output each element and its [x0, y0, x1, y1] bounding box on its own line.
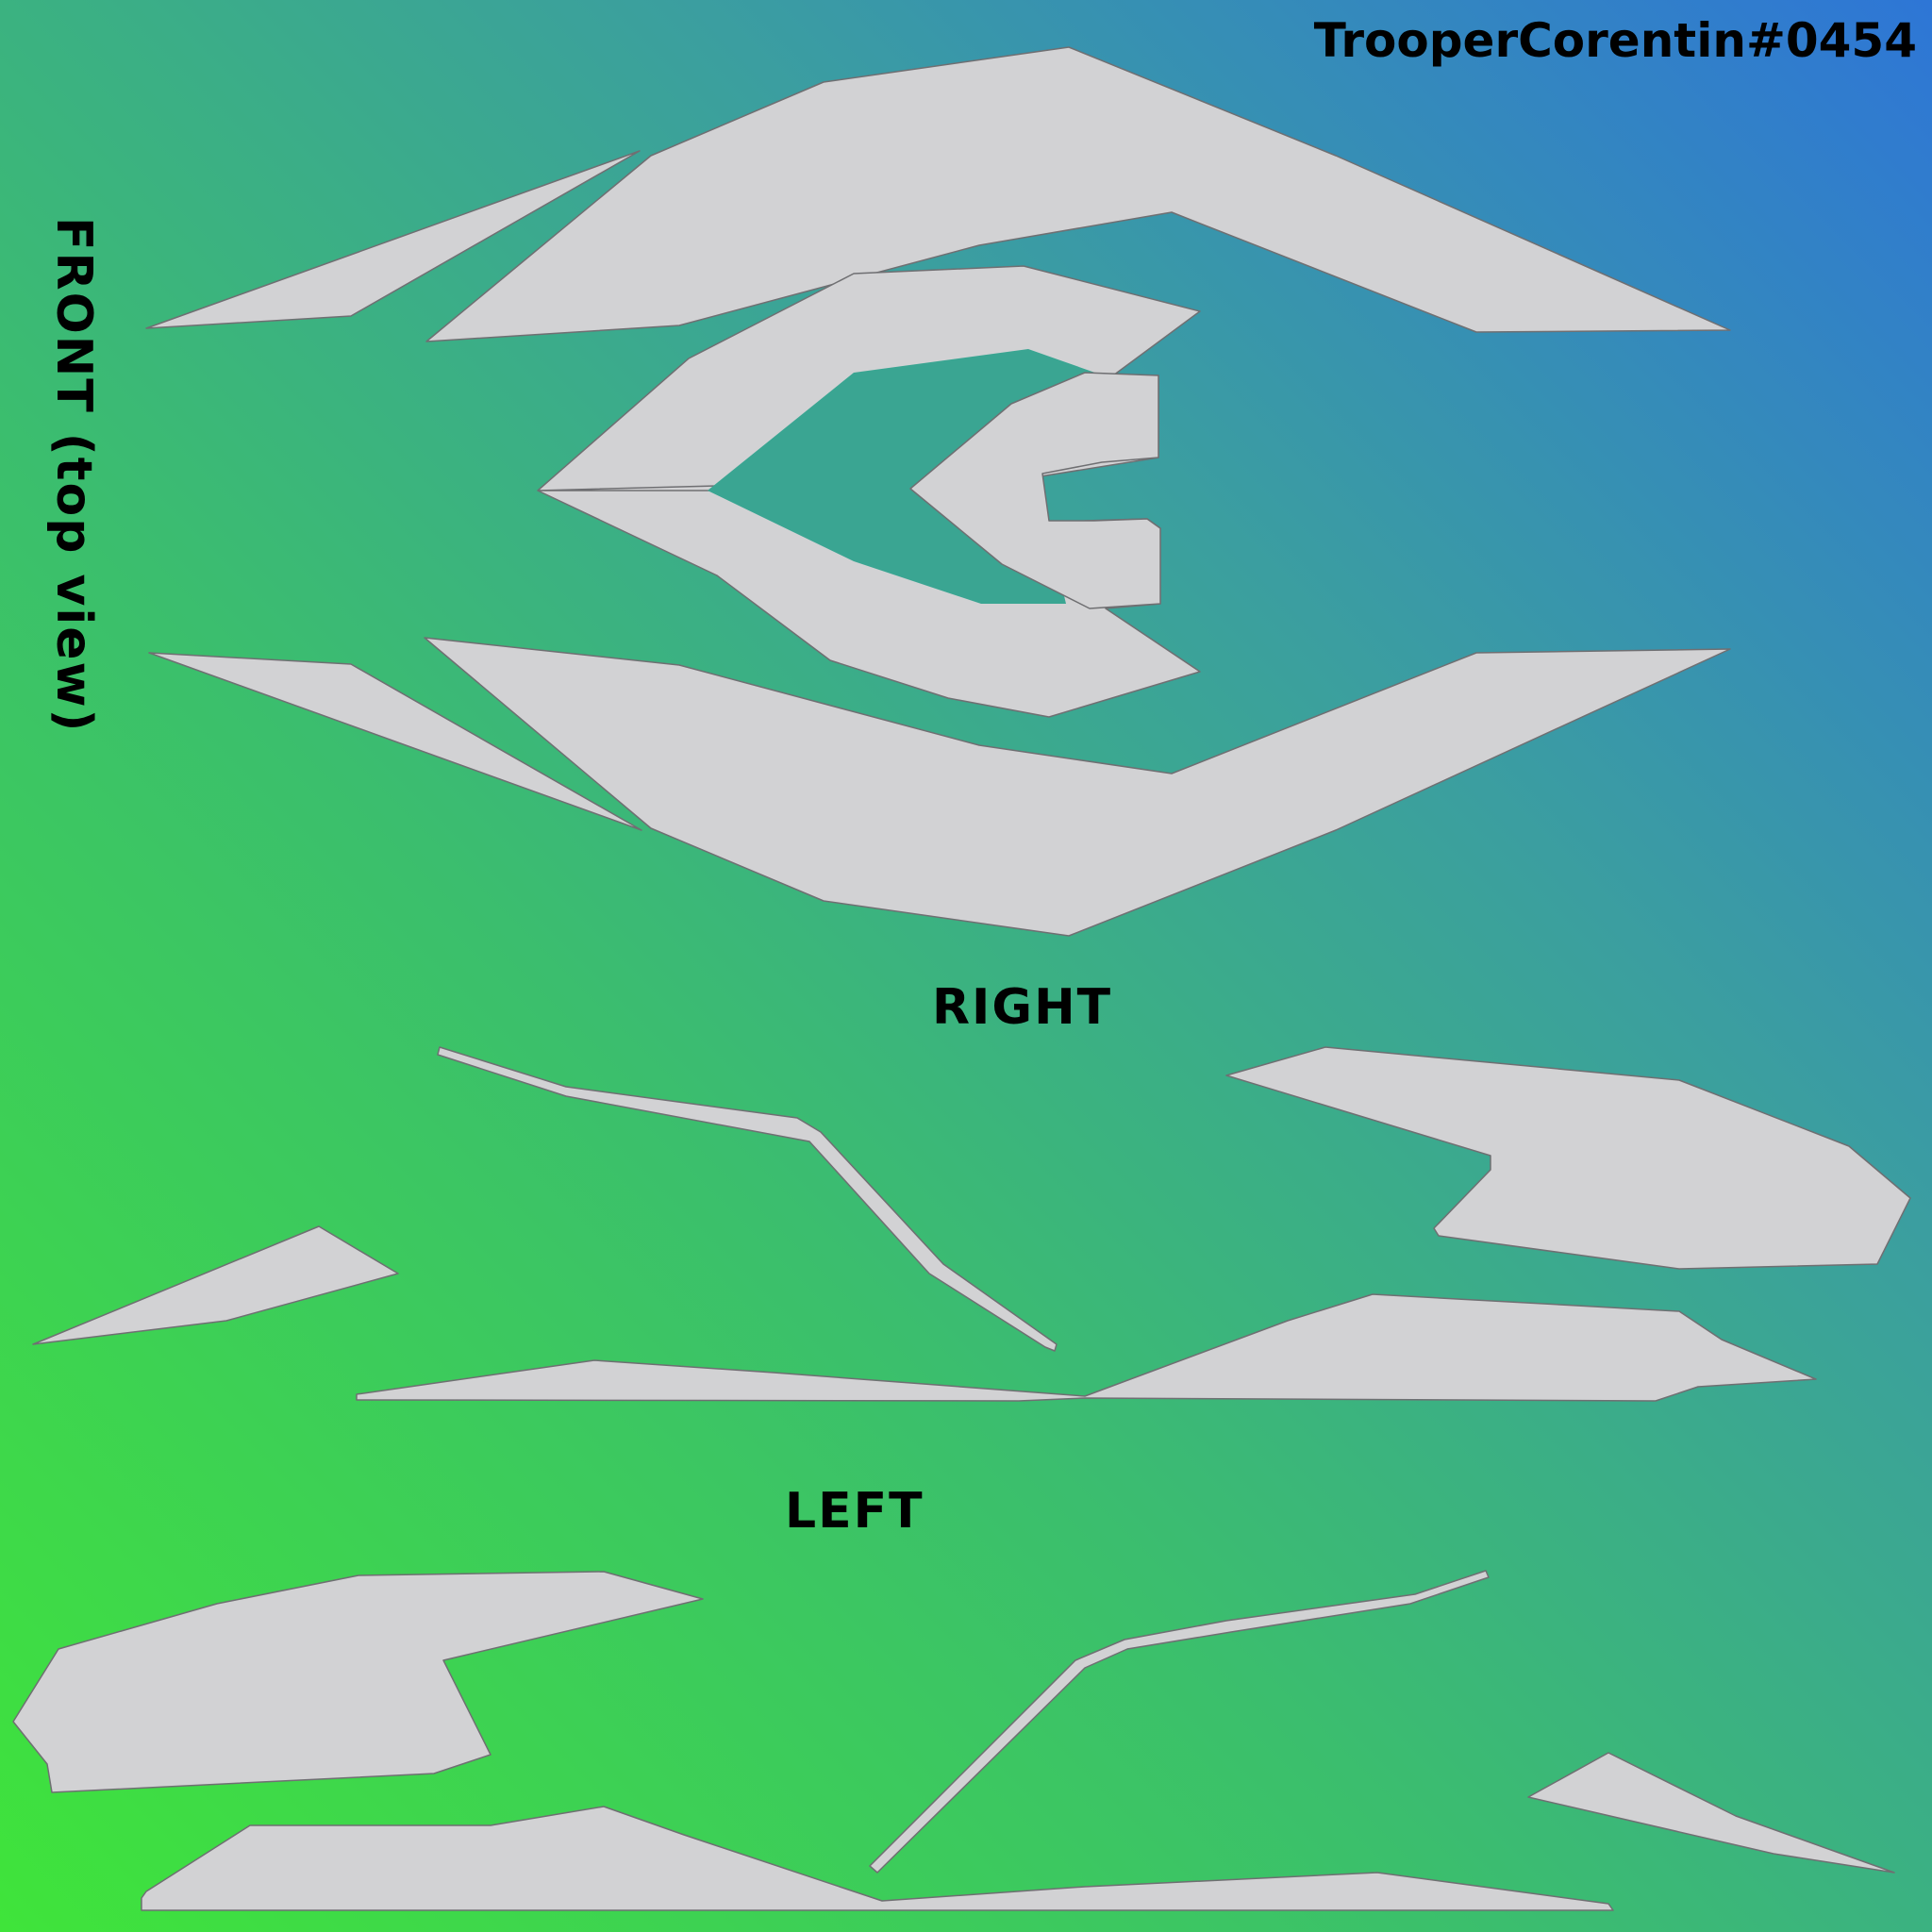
front-inner-heart [909, 372, 1161, 609]
left-fin-shard [1527, 1752, 1895, 1874]
left-mesh-group [12, 1570, 1895, 1911]
front-upper-fin-shard [145, 150, 641, 329]
left-strip [869, 1570, 1490, 1874]
right-fin-shard [32, 1225, 399, 1345]
left-upper-hull [12, 1571, 704, 1793]
front-lower-fin-shard [148, 652, 642, 831]
left-lower-hull [141, 1806, 1614, 1911]
left-section-label: LEFT [785, 1483, 924, 1540]
front-mesh-group [145, 46, 1731, 937]
right-lower-hull [356, 1293, 1817, 1402]
author-watermark: TrooperCorentin#0454 [1313, 13, 1917, 68]
right-upper-hull [1225, 1046, 1911, 1270]
right-section-label: RIGHT [932, 979, 1113, 1036]
right-mesh-group [32, 1046, 1911, 1402]
front-lower-wing-shell [424, 637, 1731, 937]
front-section-label: FRONT (top view) [45, 217, 102, 734]
right-strip [437, 1046, 1058, 1352]
